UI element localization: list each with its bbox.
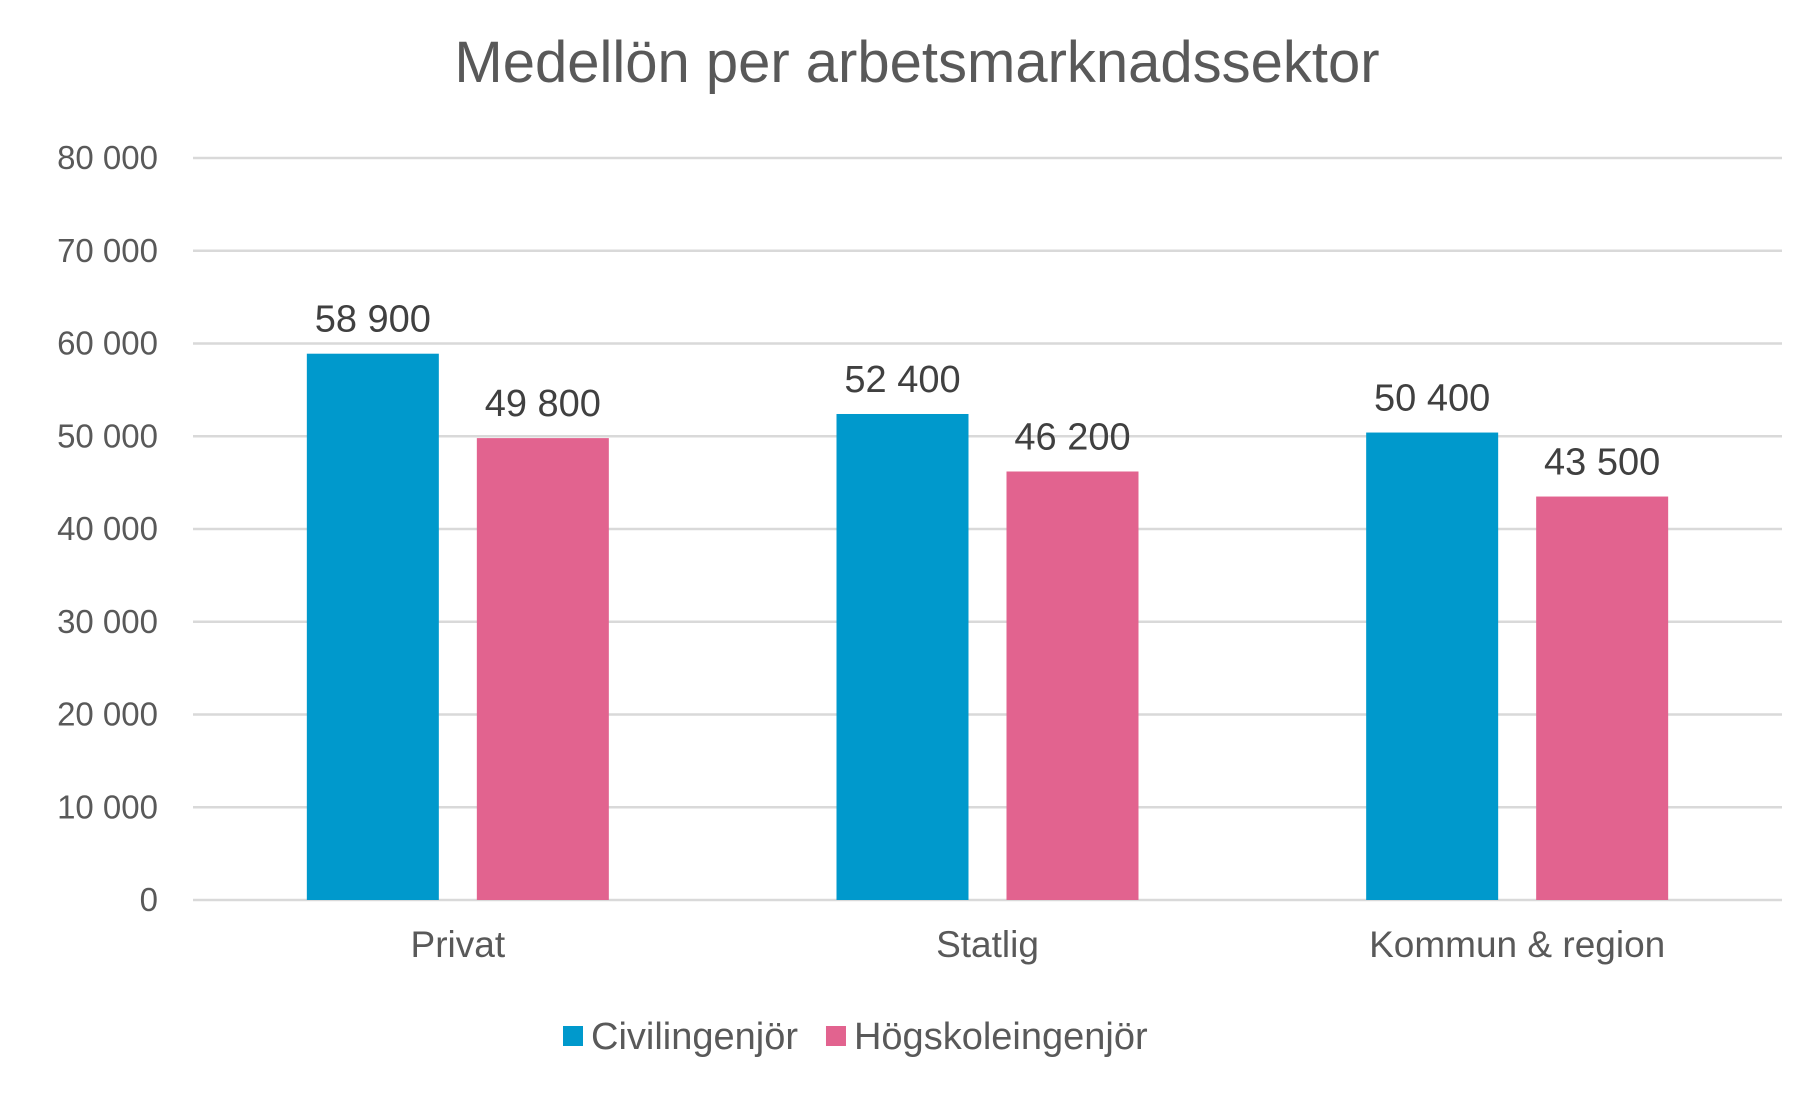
y-tick-label: 10 000	[57, 788, 158, 825]
legend-label: Civilingenjör	[591, 1016, 798, 1058]
y-tick-label: 0	[140, 881, 158, 918]
x-tick-label: Privat	[411, 924, 506, 965]
x-tick-label: Statlig	[936, 924, 1039, 965]
y-tick-label: 70 000	[57, 232, 158, 269]
legend-swatch	[563, 1026, 583, 1046]
bar-högskoleingenjör-kommun-region	[1536, 496, 1669, 900]
x-tick-label: Kommun & region	[1369, 924, 1665, 965]
y-tick-label: 50 000	[57, 417, 158, 454]
data-label: 50 400	[1374, 378, 1490, 420]
chart-title: Medellön per arbetsmarknadssektor	[454, 30, 1379, 95]
bar-civilingenjör-statlig	[836, 413, 969, 900]
bar-civilingenjör-privat	[306, 353, 439, 900]
y-tick-label: 80 000	[57, 139, 158, 176]
data-label: 52 400	[844, 359, 960, 401]
legend-label: Högskoleingenjör	[854, 1016, 1148, 1058]
y-tick-label: 60 000	[57, 325, 158, 362]
bar-civilingenjör-kommun-region	[1366, 432, 1499, 900]
data-label: 43 500	[1544, 442, 1660, 484]
bar-högskoleingenjör-privat	[476, 438, 609, 900]
y-tick-label: 40 000	[57, 510, 158, 547]
legend-swatch	[825, 1026, 846, 1046]
data-label: 49 800	[485, 383, 601, 425]
data-label: 58 900	[315, 299, 431, 341]
y-tick-label: 20 000	[57, 696, 158, 733]
y-tick-label: 30 000	[57, 603, 158, 640]
data-label: 46 200	[1014, 416, 1130, 458]
bar-högskoleingenjör-statlig	[1006, 471, 1139, 900]
